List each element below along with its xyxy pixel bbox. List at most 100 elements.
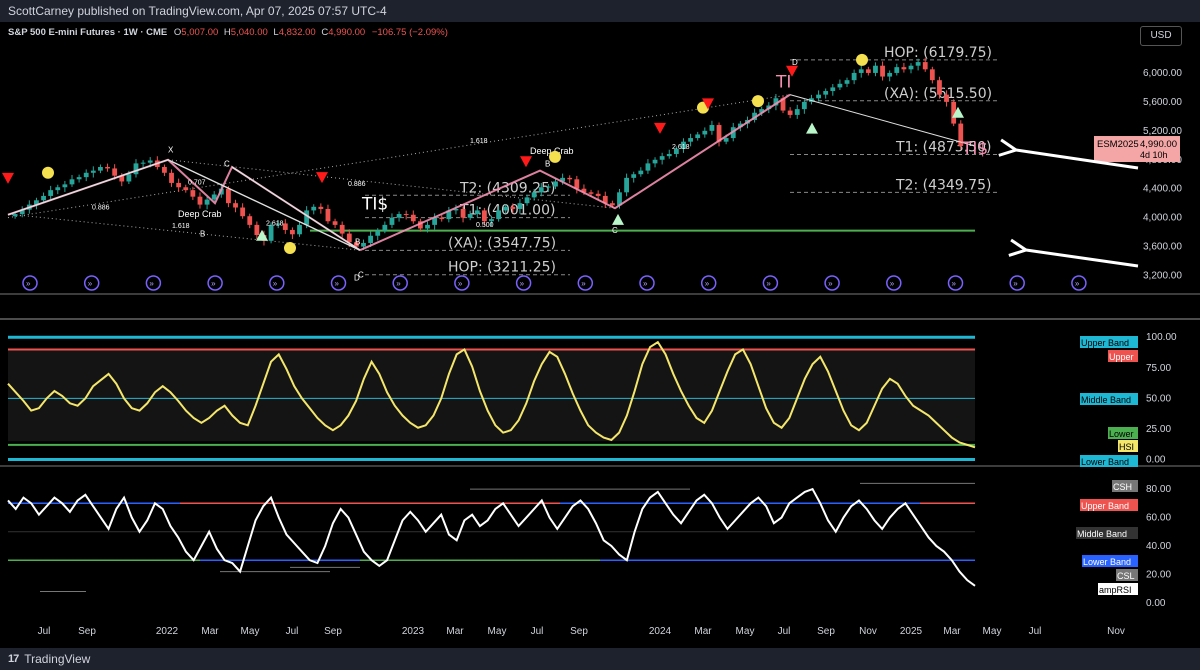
harmonic-pattern-line [7, 159, 169, 216]
price-tick-label: 3,600.00 [1143, 242, 1182, 253]
hsi-tick-label: 25.00 [1146, 424, 1171, 435]
candle [332, 221, 338, 225]
candle [425, 224, 430, 229]
tis-mark: TI$ [361, 195, 388, 215]
tradingview-mark-icon: 17 [8, 653, 19, 665]
time-tick-label: Sep [78, 626, 96, 637]
time-tick-label: 2024 [649, 626, 672, 637]
candle [403, 214, 409, 216]
price-tick-label: 3,200.00 [1143, 271, 1182, 282]
rsi-band-badge-label: Lower Band [1083, 557, 1131, 567]
candle [233, 203, 238, 208]
price-pane: 6,000.005,600.005,200.004,800.004,400.00… [0, 45, 1200, 467]
candle [211, 194, 217, 200]
dotted-trend [167, 159, 616, 209]
symbol-legend[interactable]: S&P 500 E-mini Futures · 1W · CME O5,007… [8, 27, 448, 38]
sell-triangle-icon [786, 65, 798, 77]
candle [588, 192, 594, 194]
event-badge-icon [207, 275, 223, 291]
candle [858, 69, 864, 73]
price-tick-label: 5,600.00 [1143, 97, 1182, 108]
candle [282, 223, 288, 230]
arrow-icon [1015, 148, 1139, 170]
time-tick-label: Jul [1029, 626, 1042, 637]
fib-level-label: T1: (4001.00) [459, 203, 555, 219]
hsi-band-badge-label: Lower Band [1081, 457, 1129, 467]
candle [112, 168, 118, 176]
pattern-point-label: D [354, 274, 360, 283]
event-badge-icon: » [211, 279, 216, 288]
candle [83, 172, 89, 178]
rsi-band-badge-label: Middle Band [1077, 529, 1127, 539]
high-value: 5,040.00 [230, 27, 268, 38]
candle [361, 242, 366, 247]
candle [62, 184, 68, 188]
candle [375, 230, 381, 236]
candle [759, 109, 765, 113]
candle [645, 163, 651, 171]
candle [809, 98, 814, 102]
candle [752, 112, 757, 120]
time-axis: Jul Sep 2022 Mar May Jul Sep 2023 Mar May Jul Sep 20… [38, 626, 1125, 637]
candle [34, 200, 39, 205]
event-badge-icon [762, 275, 779, 291]
candle [773, 98, 779, 106]
fib-level-label: T2: (4349.75) [895, 177, 991, 193]
candle [851, 72, 857, 81]
harmonic-pattern-line [167, 159, 361, 251]
price-tick-label: 5,200.00 [1143, 126, 1182, 137]
time-tick-label: May [736, 626, 755, 637]
event-badge-icon: » [766, 279, 771, 288]
hsi-line [7, 340, 976, 449]
candle [304, 210, 310, 225]
tradingview-logo[interactable]: 17 TradingView [8, 652, 90, 666]
candle [737, 123, 743, 128]
event-badge-icon [330, 275, 347, 291]
candle [638, 170, 644, 175]
time-tick-label: Jul [531, 626, 544, 637]
candle [496, 210, 502, 220]
rsi-band-badge-label: Upper Band [1081, 501, 1129, 511]
sell-triangle-icon [2, 172, 14, 184]
rsi-tick-label: 60.00 [1146, 513, 1171, 524]
candle [41, 195, 46, 201]
currency-button[interactable]: USD [1140, 26, 1182, 46]
candle [880, 65, 885, 77]
time-tick-label: 2023 [402, 626, 425, 637]
candle [794, 109, 800, 115]
candle [12, 214, 18, 217]
rsi-band-badge [1082, 555, 1138, 567]
rsi-band-badge [1080, 499, 1138, 511]
candle [183, 187, 189, 191]
event-badge-icon [392, 275, 408, 291]
event-badge-icon: » [581, 279, 586, 288]
rsi-band-badge-label: CSL [1117, 571, 1135, 581]
event-badge-icon: » [26, 279, 31, 288]
event-badge-icon [515, 275, 532, 291]
candle [247, 216, 253, 225]
candle [681, 141, 686, 149]
pattern-name-label: Deep Crab [530, 146, 574, 156]
hsi-band-badge-label: Middle Band [1081, 395, 1131, 405]
event-badge-icon [577, 275, 594, 291]
change-value: −106.75 (−2.09%) [371, 27, 448, 38]
candle [368, 235, 374, 243]
candle [951, 101, 957, 124]
candle [503, 206, 509, 211]
event-badge-icon [83, 275, 100, 291]
low-key: L [273, 27, 279, 38]
candle [297, 224, 302, 235]
candle [90, 170, 96, 173]
hsi-band-badge-label: Upper [1109, 352, 1134, 362]
pattern-point-label: D [792, 58, 798, 67]
symbol-name: S&P 500 E-mini Futures · 1W · CME [8, 27, 168, 38]
pattern-point-label: B [200, 229, 205, 238]
hsi-band-badge [1080, 336, 1138, 348]
candle [318, 206, 324, 209]
candle [162, 167, 167, 173]
candle [55, 187, 61, 191]
candle [524, 197, 530, 204]
candle [844, 80, 850, 84]
candle [609, 203, 615, 206]
